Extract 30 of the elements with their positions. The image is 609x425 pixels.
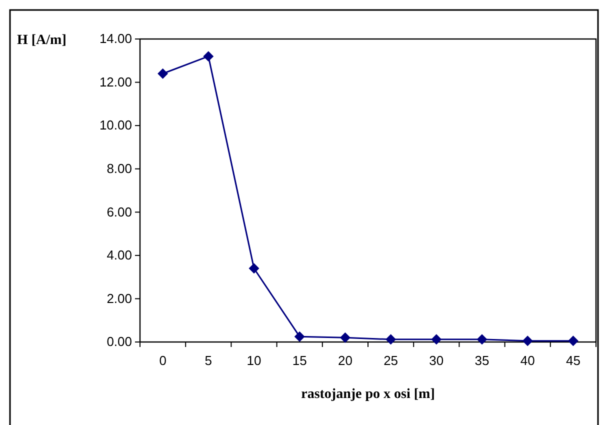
point	[340, 332, 350, 343]
y-tick-label: 0.00	[106, 334, 132, 350]
y-tick-label: 4.00	[106, 248, 132, 263]
x-tick-label: 40	[520, 353, 535, 368]
point	[203, 51, 214, 62]
y-tick-label: 10.00	[99, 118, 132, 133]
x-tick-label: 5	[204, 353, 212, 368]
y-axis-title: H [A/m]	[17, 33, 66, 48]
x-axis-title: rastojanje po x osi [m]	[301, 387, 435, 402]
x-tick-label: 30	[429, 353, 444, 368]
point	[568, 336, 578, 346]
point	[158, 68, 168, 79]
y-tick-label: 2.00	[106, 290, 132, 306]
x-tick-label: 15	[292, 353, 307, 368]
x-tick-label: 25	[384, 353, 398, 368]
x-tick-label: 35	[474, 353, 490, 368]
y-tick-label: 8.00	[106, 161, 132, 176]
x-tick-label: 20	[338, 353, 352, 368]
point	[294, 331, 305, 342]
x-tick-label: 45	[566, 353, 580, 368]
x-tick-label: 10	[246, 353, 262, 368]
point	[476, 334, 488, 345]
point	[522, 336, 533, 346]
point	[386, 334, 396, 345]
x-tick-label: 0	[159, 353, 166, 368]
y-tick-label: 14.00	[99, 31, 132, 46]
y-tick-label: 6.00	[106, 204, 132, 220]
point	[248, 263, 260, 274]
y-tick-label: 12.00	[99, 74, 132, 90]
point	[431, 334, 442, 345]
